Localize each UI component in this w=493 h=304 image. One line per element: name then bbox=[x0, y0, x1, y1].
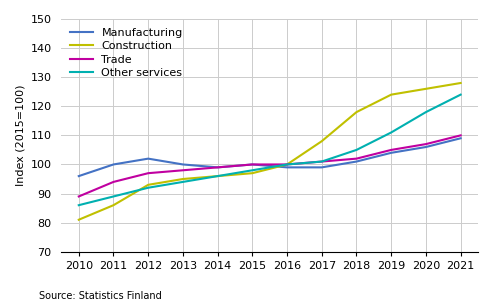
Construction bbox=[423, 87, 429, 91]
Trade bbox=[423, 142, 429, 146]
Manufacturing bbox=[180, 163, 186, 166]
Trade bbox=[284, 163, 290, 166]
Manufacturing bbox=[319, 166, 325, 169]
Line: Other services: Other services bbox=[79, 95, 460, 205]
Construction bbox=[76, 218, 82, 222]
Construction bbox=[249, 171, 255, 175]
Line: Construction: Construction bbox=[79, 83, 460, 220]
Construction bbox=[180, 177, 186, 181]
Trade bbox=[249, 163, 255, 166]
Manufacturing bbox=[458, 136, 463, 140]
Other services bbox=[319, 160, 325, 163]
Trade bbox=[458, 133, 463, 137]
Construction bbox=[110, 203, 116, 207]
Construction bbox=[145, 183, 151, 187]
Other services bbox=[180, 180, 186, 184]
Construction bbox=[319, 139, 325, 143]
Manufacturing bbox=[423, 145, 429, 149]
Manufacturing bbox=[110, 163, 116, 166]
Other services bbox=[110, 195, 116, 198]
Construction bbox=[458, 81, 463, 85]
Other services bbox=[423, 110, 429, 114]
Construction bbox=[388, 93, 394, 96]
Trade bbox=[214, 166, 220, 169]
Trade bbox=[145, 171, 151, 175]
Other services bbox=[145, 186, 151, 190]
Trade bbox=[353, 157, 359, 161]
Text: Source: Statistics Finland: Source: Statistics Finland bbox=[39, 291, 162, 301]
Manufacturing bbox=[353, 160, 359, 163]
Other services bbox=[214, 174, 220, 178]
Trade bbox=[180, 168, 186, 172]
Line: Trade: Trade bbox=[79, 135, 460, 196]
Other services bbox=[76, 203, 82, 207]
Construction bbox=[353, 110, 359, 114]
Y-axis label: Index (2015=100): Index (2015=100) bbox=[15, 85, 25, 186]
Trade bbox=[76, 195, 82, 198]
Other services bbox=[353, 148, 359, 152]
Other services bbox=[284, 163, 290, 166]
Trade bbox=[319, 160, 325, 163]
Construction bbox=[284, 163, 290, 166]
Manufacturing bbox=[284, 166, 290, 169]
Legend: Manufacturing, Construction, Trade, Other services: Manufacturing, Construction, Trade, Othe… bbox=[67, 25, 186, 81]
Trade bbox=[388, 148, 394, 152]
Manufacturing bbox=[76, 174, 82, 178]
Trade bbox=[110, 180, 116, 184]
Other services bbox=[458, 93, 463, 96]
Manufacturing bbox=[145, 157, 151, 161]
Construction bbox=[214, 174, 220, 178]
Other services bbox=[388, 131, 394, 134]
Line: Manufacturing: Manufacturing bbox=[79, 138, 460, 176]
Other services bbox=[249, 168, 255, 172]
Manufacturing bbox=[214, 166, 220, 169]
Manufacturing bbox=[249, 163, 255, 166]
Manufacturing bbox=[388, 151, 394, 155]
